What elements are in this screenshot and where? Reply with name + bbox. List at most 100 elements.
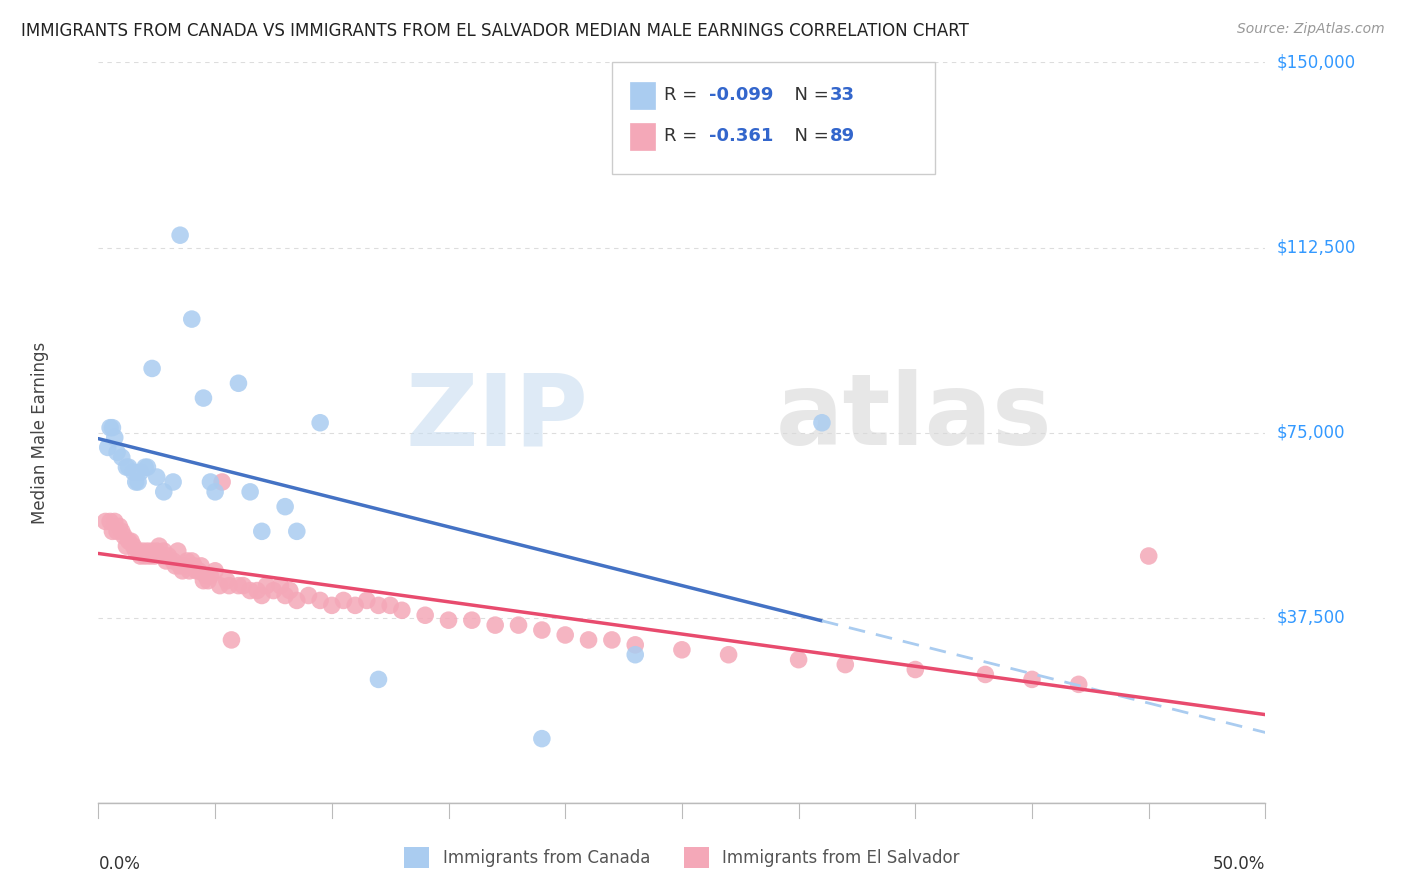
Point: [125, 475, 148, 489]
Point: [1021, 673, 1043, 687]
Point: [139, 549, 162, 563]
Point: [530, 731, 553, 746]
Point: [344, 599, 367, 613]
Text: atlas: atlas: [775, 369, 1052, 467]
Point: [172, 564, 194, 578]
Point: [904, 663, 927, 677]
Point: [157, 549, 180, 563]
Point: [1137, 549, 1160, 563]
Point: [834, 657, 856, 672]
Legend: Immigrants from Canada, Immigrants from El Salvador: Immigrants from Canada, Immigrants from …: [396, 838, 967, 876]
Point: [108, 519, 131, 533]
Point: [285, 593, 308, 607]
Point: [367, 599, 389, 613]
Point: [125, 544, 148, 558]
Text: -0.099: -0.099: [709, 87, 773, 104]
Point: [484, 618, 506, 632]
Point: [169, 558, 191, 573]
Point: [115, 460, 138, 475]
Point: [787, 653, 810, 667]
Text: Median Male Earnings: Median Male Earnings: [31, 342, 49, 524]
Point: [136, 544, 159, 558]
Point: [166, 544, 188, 558]
Point: [228, 376, 250, 391]
Point: [246, 583, 269, 598]
Point: [101, 524, 124, 539]
Point: [94, 515, 117, 529]
Point: [367, 673, 389, 687]
Point: [215, 574, 238, 588]
Point: [250, 589, 273, 603]
Point: [129, 549, 152, 563]
Point: [190, 558, 212, 573]
Point: [127, 475, 149, 489]
Point: [380, 599, 402, 613]
Point: [186, 564, 208, 578]
Point: [413, 608, 436, 623]
Point: [104, 515, 127, 529]
Point: [508, 618, 530, 632]
Point: [274, 589, 297, 603]
Point: [183, 558, 205, 573]
Point: [143, 549, 166, 563]
Point: [193, 574, 215, 588]
Point: [197, 574, 219, 588]
Point: [221, 632, 243, 647]
Point: [176, 554, 198, 568]
Point: [141, 544, 163, 558]
Text: -0.361: -0.361: [709, 128, 773, 145]
Point: [232, 579, 254, 593]
Point: [179, 564, 201, 578]
Point: [98, 420, 121, 434]
Point: [165, 558, 187, 573]
Text: N =: N =: [783, 87, 835, 104]
Point: [193, 391, 215, 405]
Text: IMMIGRANTS FROM CANADA VS IMMIGRANTS FROM EL SALVADOR MEDIAN MALE EARNINGS CORRE: IMMIGRANTS FROM CANADA VS IMMIGRANTS FRO…: [21, 22, 969, 40]
Point: [204, 564, 226, 578]
Point: [180, 312, 202, 326]
Point: [1067, 677, 1090, 691]
Point: [600, 632, 623, 647]
Point: [132, 544, 155, 558]
Point: [278, 583, 301, 598]
Point: [974, 667, 997, 681]
Text: 0.0%: 0.0%: [98, 855, 141, 872]
Point: [321, 599, 343, 613]
Point: [200, 475, 222, 489]
Point: [134, 549, 156, 563]
Point: [122, 465, 145, 479]
Text: $37,500: $37,500: [1277, 608, 1346, 627]
Text: N =: N =: [783, 128, 835, 145]
Point: [671, 642, 693, 657]
Point: [111, 450, 134, 465]
Point: [461, 613, 484, 627]
Point: [122, 539, 145, 553]
Point: [332, 593, 354, 607]
Point: [129, 465, 152, 479]
Point: [256, 579, 278, 593]
Point: [155, 554, 177, 568]
Point: [180, 554, 202, 568]
Point: [127, 544, 149, 558]
Point: [200, 568, 222, 582]
Point: [136, 460, 159, 475]
Point: [112, 529, 135, 543]
Point: [309, 593, 332, 607]
Point: [105, 524, 128, 539]
Point: [309, 416, 332, 430]
Text: 89: 89: [830, 128, 855, 145]
Point: [218, 579, 240, 593]
Point: [118, 534, 141, 549]
Point: [146, 544, 169, 558]
Point: [811, 416, 834, 430]
Text: 50.0%: 50.0%: [1213, 855, 1265, 872]
Text: $150,000: $150,000: [1277, 54, 1355, 71]
Point: [437, 613, 460, 627]
Point: [356, 593, 378, 607]
Point: [98, 515, 121, 529]
Point: [228, 579, 250, 593]
Point: [297, 589, 319, 603]
Point: [530, 623, 553, 637]
Point: [101, 420, 124, 434]
Text: 33: 33: [830, 87, 855, 104]
